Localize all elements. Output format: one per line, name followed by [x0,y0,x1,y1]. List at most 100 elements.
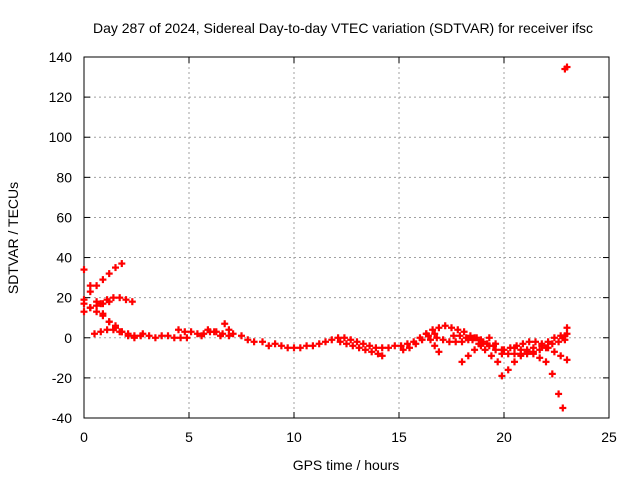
data-point [198,332,206,340]
axis-ticks: 0 5 10 15 20 25 -40 -20 0 20 40 60 80 100 120 140 [49,49,617,445]
data-point [462,334,470,342]
data-point [559,334,567,342]
data-point [109,326,117,334]
data-point [145,332,153,340]
data-point [366,342,374,350]
x-tick-label: 25 [601,429,617,445]
data-point [164,332,172,340]
data-point [536,354,544,362]
data-point [492,340,500,348]
data-point [464,352,472,360]
data-point [372,344,380,352]
data-point [563,324,571,332]
x-tick-label: 5 [185,429,193,445]
data-point [431,342,439,350]
data-point [517,346,525,354]
data-point [296,344,304,352]
data-point [555,390,563,398]
plot-frame [83,56,610,419]
data-point [555,338,563,346]
data-point [116,294,124,302]
data-point [397,342,405,350]
data-point [469,336,476,344]
data-points [80,63,571,412]
data-point [97,300,105,308]
data-point [431,330,439,338]
data-point [343,340,350,348]
data-point [271,340,279,348]
data-point [93,282,101,290]
data-point [315,340,323,348]
data-point [170,334,178,342]
data-point [290,344,298,352]
data-point [427,336,434,344]
data-point [374,350,382,358]
data-point [349,342,357,350]
data-point [151,334,159,342]
data-point [221,320,229,328]
y-tick-label: -20 [52,370,72,386]
data-point [277,342,285,350]
data-point [93,302,101,310]
data-point [498,372,506,380]
data-point [511,358,518,366]
data-point [445,338,453,346]
data-point [124,332,132,340]
data-point [422,330,430,338]
data-point [193,330,201,338]
data-point [130,334,138,342]
data-point [225,326,233,334]
chart-title: Day 287 of 2024, Sidereal Day-to-day VTE… [93,20,593,36]
x-tick-label: 10 [286,429,302,445]
y-tick-label: 20 [56,290,72,306]
data-point [353,338,361,346]
data-point [448,324,455,332]
data-point [487,352,495,360]
data-point [334,334,342,342]
data-point [483,340,491,348]
data-point [504,366,512,374]
data-point [80,308,88,316]
data-point [544,338,552,346]
data-point [385,344,392,352]
data-point [204,326,212,334]
data-point [548,340,556,348]
data-point [435,348,443,356]
data-point [378,344,386,352]
data-point [550,348,558,356]
data-point [523,348,531,356]
data-point [284,344,292,352]
data-point [559,404,567,412]
data-point [498,350,506,358]
data-point [265,342,273,350]
data-point [391,342,399,350]
data-point [429,326,437,334]
y-tick-label: 140 [49,49,73,65]
y-tick-label: 40 [56,250,72,266]
data-point [471,346,479,354]
data-point [340,334,348,342]
x-axis-label: GPS time / hours [293,457,400,473]
data-point [177,334,185,342]
data-point [99,276,107,284]
data-point [403,340,411,348]
data-point [504,350,512,358]
data-point [229,330,237,338]
data-point [452,338,460,346]
data-point [454,326,462,334]
x-tick-label: 20 [496,429,512,445]
data-point [103,326,111,334]
data-point [91,330,98,338]
x-tick-label: 15 [391,429,407,445]
data-point [238,332,245,340]
data-point [80,266,88,274]
data-point [112,322,119,330]
data-point [181,328,189,336]
data-point [399,346,407,354]
data-point [557,352,565,360]
data-point [322,338,329,346]
data-point [103,296,111,304]
data-point [529,350,537,358]
data-point [477,336,485,344]
data-point [328,336,336,344]
